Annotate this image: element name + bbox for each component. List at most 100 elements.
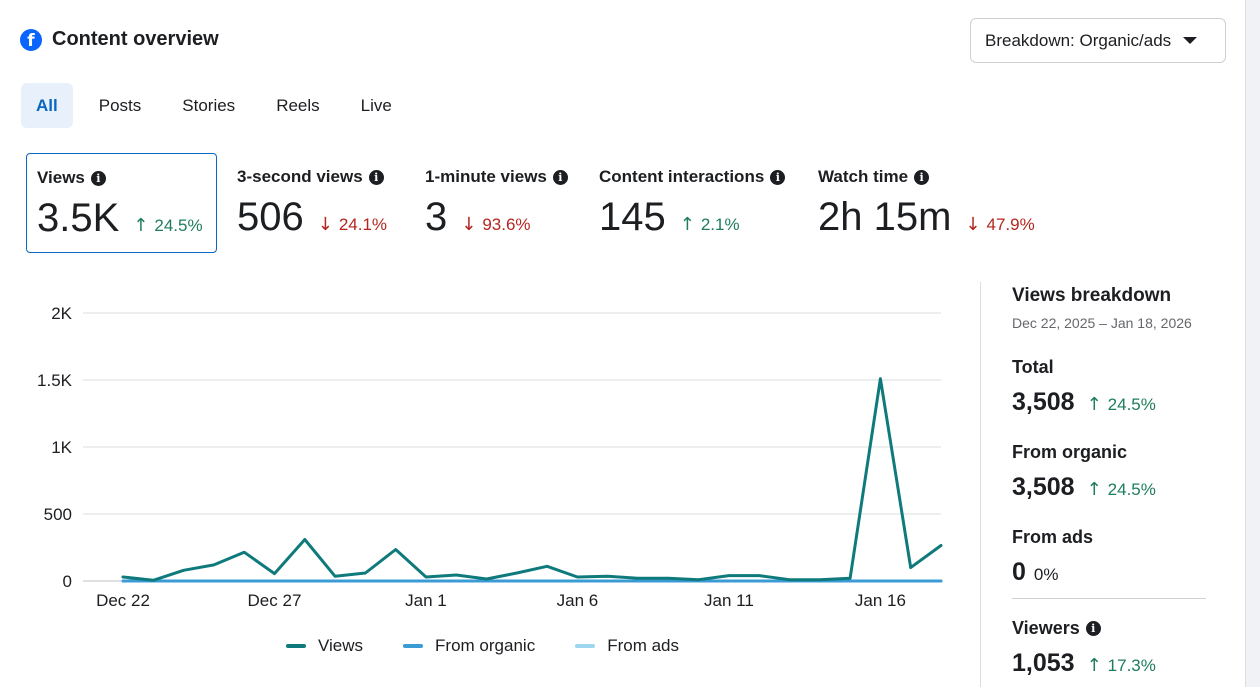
views-breakdown-panel: Views breakdown Dec 22, 2025 – Jan 18, 2… [1012, 285, 1206, 677]
breakdown-title: Views breakdown [1012, 285, 1172, 306]
metric-value-text: 506 [237, 195, 304, 239]
metric-change-text: 2.1% [700, 214, 740, 234]
legend-item-from-organic[interactable]: From organic [403, 636, 535, 656]
metric-change: ↓ 47.9% [965, 214, 1034, 235]
y-tick-label: 2K [51, 304, 72, 323]
metric-label: Watch time i [818, 167, 930, 187]
arrow-up-icon: ↑ [679, 214, 695, 235]
metric-card-content-interactions[interactable]: Content interactions i 145 ↑ 2.1% [599, 153, 799, 253]
breakdown-dropdown[interactable]: Breakdown: Organic/ads [970, 18, 1226, 63]
breakdown-change-text: 0% [1033, 565, 1059, 584]
legend-label: From organic [435, 636, 536, 655]
caret-down-icon [1183, 37, 1198, 44]
metric-change-text: 24.1% [338, 214, 388, 234]
metric-label: 3-second views i [237, 167, 384, 187]
breakdown-date-range: Dec 22, 2025 – Jan 18, 2026 [1012, 315, 1192, 331]
tab-live[interactable]: Live [360, 95, 392, 115]
metric-label-text: 1-minute views [425, 167, 547, 186]
breakdown-change-text: 24.5% [1107, 479, 1156, 499]
legend-swatch [403, 644, 424, 648]
tab-all[interactable]: All [21, 83, 73, 128]
breakdown-value: 3,508 ↑ 24.5% [1012, 473, 1156, 502]
chart-legend: Views From organic From ads [286, 636, 679, 656]
y-tick-label: 1K [51, 438, 72, 457]
metric-value-text: 145 [599, 195, 666, 239]
info-icon[interactable]: i [552, 169, 568, 185]
scrollbar[interactable] [1245, 0, 1260, 687]
arrow-down-icon: ↓ [461, 214, 477, 235]
facebook-icon: f [20, 28, 42, 51]
y-tick-label: 1.5K [37, 371, 73, 390]
metric-change: ↑ 2.1% [680, 214, 740, 235]
breakdown-organic: From organic 3,508 ↑ 24.5% [1012, 442, 1156, 502]
header: f Content overview [20, 28, 219, 51]
metric-label-text: Watch time [818, 167, 909, 186]
metric-value: 145 ↑ 2.1% [599, 195, 740, 240]
tab-posts[interactable]: Posts [98, 95, 142, 115]
breakdown-ads: From ads 0 0% [1012, 527, 1093, 587]
legend-label: Views [318, 636, 364, 655]
metric-card-1-minute-views[interactable]: 1-minute views i 3 ↓ 93.6% [425, 153, 585, 253]
info-icon[interactable]: i [90, 170, 106, 186]
metric-card-watch-time[interactable]: Watch time i 2h 15m ↓ 47.9% [818, 153, 1058, 253]
metric-value-text: 3 [425, 195, 448, 239]
series-line-views [121, 377, 943, 582]
x-tick-label: Jan 11 [704, 591, 754, 610]
breakdown-label: From ads [1012, 527, 1094, 547]
arrow-up-icon: ↑ [133, 215, 149, 236]
metric-value: 3.5K ↑ 24.5% [37, 196, 203, 241]
legend-item-views[interactable]: Views [286, 636, 363, 656]
legend-swatch [575, 644, 596, 648]
arrow-down-icon: ↓ [965, 214, 981, 235]
breakdown-label: Total [1012, 357, 1054, 377]
page-title: Content overview [52, 28, 219, 50]
metric-label: 1-minute views i [425, 167, 568, 187]
breakdown-change: ↑ 17.3% [1087, 655, 1156, 676]
views-line-chart: 0 500 1K 1.5K 2K Dec 22 Dec 27 Jan 1 Jan 6 Jan 11… [0, 280, 960, 680]
breakdown-change: ↑ 24.5% [1087, 394, 1156, 415]
info-icon[interactable]: i [914, 169, 930, 185]
info-icon[interactable]: i [368, 169, 384, 185]
metric-value-text: 3.5K [37, 196, 120, 240]
breakdown-change: ↑ 24.5% [1087, 479, 1156, 500]
x-tick-label: Dec 22 [96, 591, 150, 610]
metric-card-3-second-views[interactable]: 3-second views i 506 ↓ 24.1% [237, 153, 407, 253]
y-tick-label: 500 [44, 505, 72, 524]
metric-label-text: 3-second views [237, 167, 363, 186]
breakdown-label: Viewers i [1012, 618, 1156, 639]
legend-item-from-ads[interactable]: From ads [575, 636, 679, 656]
metric-label: Views i [37, 168, 106, 188]
metric-change: ↓ 24.1% [318, 214, 387, 235]
content-type-tabs: All Posts Stories Reels Live [21, 83, 418, 128]
info-icon[interactable]: i [770, 169, 786, 185]
metric-change: ↓ 93.6% [461, 214, 530, 235]
tab-reels[interactable]: Reels [276, 95, 320, 115]
panel-divider [980, 282, 981, 687]
info-icon[interactable]: i [1085, 621, 1101, 636]
arrow-down-icon: ↓ [317, 214, 333, 235]
metric-change-text: 93.6% [482, 214, 531, 234]
metric-value: 506 ↓ 24.1% [237, 195, 387, 240]
arrow-up-icon: ↑ [1086, 655, 1102, 676]
breakdown-change-text: 17.3% [1107, 655, 1156, 675]
metric-card-views[interactable]: Views i 3.5K ↑ 24.5% [26, 153, 217, 253]
chart-svg: 0 500 1K 1.5K 2K Dec 22 Dec 27 Jan 1 Jan 6 Jan 11… [37, 304, 943, 610]
metric-label: Content interactions i [599, 167, 786, 187]
tab-stories[interactable]: Stories [182, 95, 236, 115]
metric-value: 3 ↓ 93.6% [425, 195, 531, 240]
breakdown-value-text: 3,508 [1012, 388, 1075, 416]
breakdown-value: 1,053 ↑ 17.3% [1012, 649, 1156, 678]
metric-change-text: 24.5% [154, 215, 203, 235]
metric-value-text: 2h 15m [818, 195, 952, 239]
x-tick-label: Dec 27 [248, 591, 302, 610]
metric-label-text: Content interactions [599, 167, 765, 186]
breakdown-label: From organic [1012, 442, 1128, 462]
breakdown-value: 0 0% [1012, 558, 1093, 587]
legend-label: From ads [607, 636, 679, 655]
metric-change: ↑ 24.5% [133, 215, 202, 236]
breakdown-dropdown-label: Breakdown: Organic/ads [985, 30, 1172, 50]
x-tick-label: Jan 6 [557, 591, 599, 610]
breakdown-value: 3,508 ↑ 24.5% [1012, 388, 1156, 417]
metric-label-text: Views [37, 168, 85, 187]
